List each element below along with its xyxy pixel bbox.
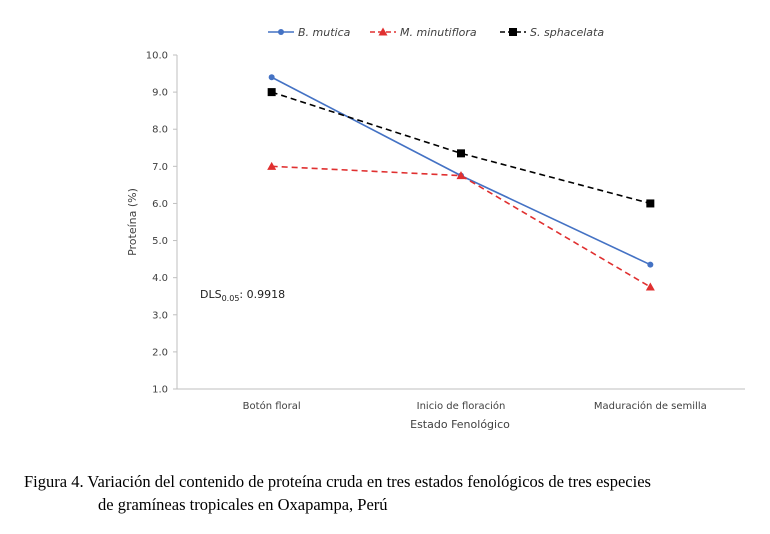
series-1 — [267, 161, 655, 291]
figure-caption: Figura 4. Variación del contenido de pro… — [24, 470, 764, 516]
legend-swatch-marker — [378, 27, 388, 36]
legend-label: S. sphacelata — [530, 26, 604, 39]
data-point — [645, 282, 655, 291]
y-tick-label: 4.0 — [152, 273, 168, 284]
legend: B. mutica M. minutiflora S. sphacelata — [268, 26, 604, 39]
legend-swatch-marker — [278, 29, 284, 35]
y-tick-label: 9.0 — [152, 88, 168, 99]
y-tick-label: 10.0 — [146, 51, 168, 62]
series-0 — [268, 74, 654, 268]
y-tick-label: 8.0 — [152, 125, 168, 136]
legend-label: M. minutiflora — [400, 26, 477, 39]
series-line — [271, 165, 651, 288]
legend-item: B. mutica — [268, 26, 351, 39]
series-2 — [267, 88, 655, 208]
x-axis-label: Estado Fenológico — [410, 418, 510, 431]
series-line — [271, 76, 651, 266]
y-tick-label: 7.0 — [152, 162, 168, 173]
x-tick-label: Botón floral — [243, 400, 301, 412]
plot-area — [267, 74, 655, 291]
y-tick-label: 5.0 — [152, 236, 168, 247]
dls-annotation: DLS0.05: 0.9918 — [200, 288, 285, 303]
caption-line-2: de gramíneas tropicales en Oxapampa, Per… — [98, 495, 388, 514]
legend-label: B. mutica — [298, 26, 351, 39]
y-tick-label: 3.0 — [152, 310, 168, 321]
x-tick-label: Maduración de semilla — [594, 400, 707, 412]
legend-item: M. minutiflora — [370, 26, 477, 39]
x-tick-label: Inicio de floración — [417, 400, 506, 412]
legend-swatch-marker — [509, 28, 517, 36]
data-point — [267, 88, 276, 97]
chart: B. mutica M. minutiflora S. sphacelata 1.0… — [126, 26, 745, 431]
caption-line-1: Figura 4. Variación del contenido de pro… — [24, 472, 651, 491]
x-axis: Botón floral Inicio de floración Maduració… — [177, 388, 745, 412]
y-axis: 1.0 2.0 3.0 4.0 5.0 6.0 7.0 8.0 9.0 10.0 — [146, 51, 178, 396]
y-tick-label: 2.0 — [152, 347, 168, 358]
data-point — [268, 74, 275, 81]
y-axis-label: Proteína (%) — [126, 188, 139, 256]
data-point — [647, 261, 654, 268]
y-tick-label: 6.0 — [152, 199, 168, 210]
y-tick-label: 1.0 — [152, 385, 168, 396]
data-point — [646, 199, 655, 208]
legend-item: S. sphacelata — [500, 26, 604, 39]
data-point — [456, 171, 466, 180]
series-line — [271, 91, 651, 205]
data-point — [267, 161, 277, 170]
data-point — [457, 149, 465, 158]
